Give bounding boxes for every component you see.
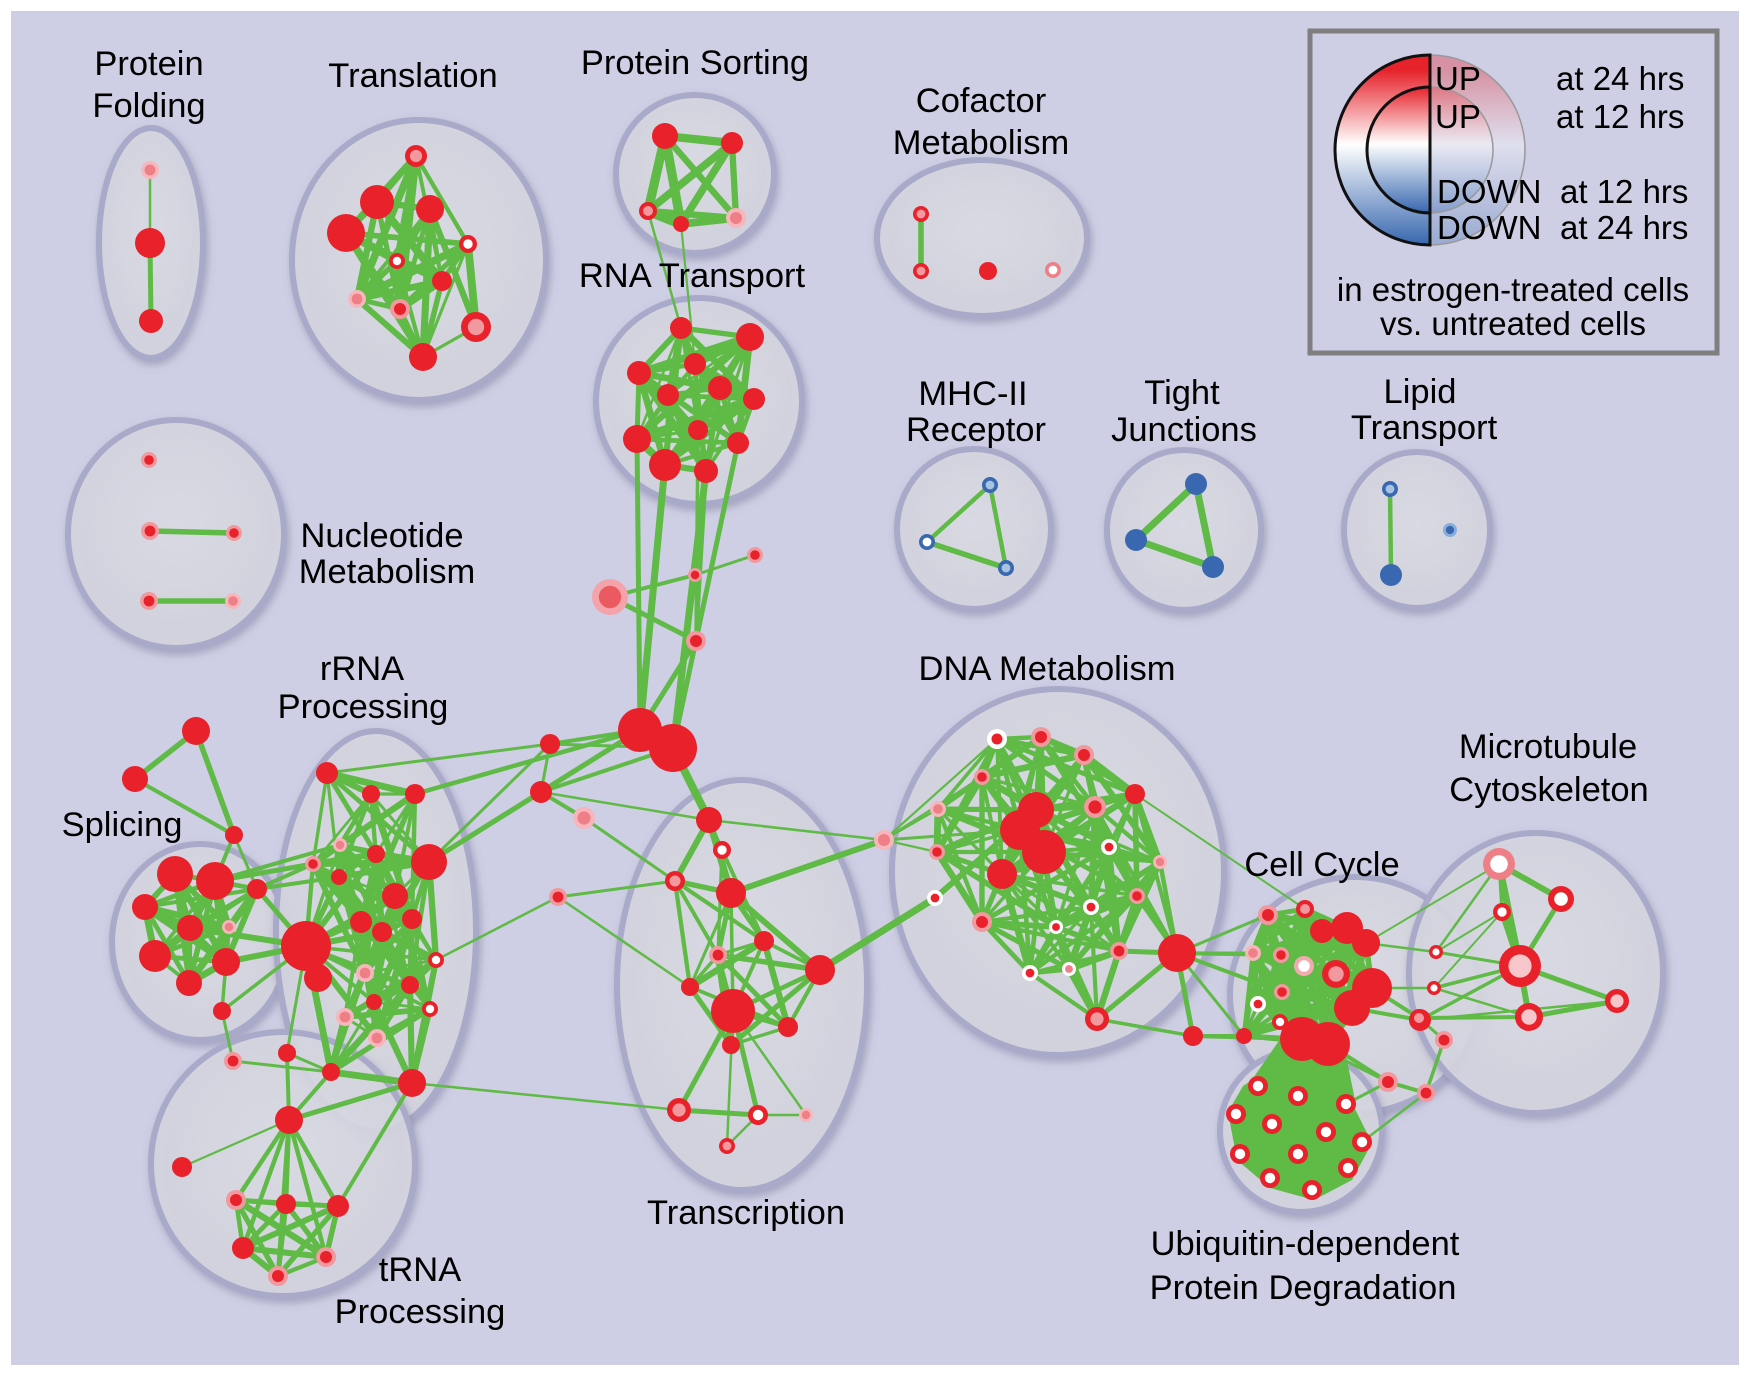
svg-text:DOWN: DOWN: [1437, 209, 1541, 246]
svg-text:UP: UP: [1435, 60, 1481, 97]
svg-text:vs. untreated cells: vs. untreated cells: [1380, 305, 1646, 342]
svg-text:Translation: Translation: [328, 57, 497, 95]
svg-text:rRNA: rRNA: [320, 650, 404, 688]
svg-text:Processing: Processing: [335, 1293, 506, 1331]
svg-text:Nucleotide: Nucleotide: [300, 517, 463, 555]
svg-text:Protein Sorting: Protein Sorting: [581, 44, 809, 82]
svg-text:UP: UP: [1435, 98, 1481, 135]
svg-text:Processing: Processing: [278, 688, 449, 726]
svg-text:Folding: Folding: [92, 87, 205, 125]
svg-text:Transcription: Transcription: [647, 1194, 845, 1232]
svg-text:tRNA: tRNA: [379, 1251, 461, 1289]
svg-text:Protein Degradation: Protein Degradation: [1150, 1269, 1457, 1307]
svg-text:DOWN: DOWN: [1437, 173, 1541, 210]
svg-text:Receptor: Receptor: [906, 411, 1046, 449]
svg-text:Junctions: Junctions: [1111, 411, 1257, 449]
svg-text:Transport: Transport: [1351, 409, 1498, 447]
svg-text:MHC-II: MHC-II: [918, 375, 1027, 413]
svg-text:DNA Metabolism: DNA Metabolism: [919, 650, 1176, 688]
svg-text:at 12 hrs: at 12 hrs: [1556, 98, 1684, 135]
svg-text:at 24 hrs: at 24 hrs: [1556, 60, 1684, 97]
svg-text:Protein: Protein: [94, 45, 203, 83]
svg-text:Cytoskeleton: Cytoskeleton: [1449, 771, 1648, 809]
svg-text:Metabolism: Metabolism: [299, 553, 475, 591]
svg-text:Tight: Tight: [1144, 374, 1220, 412]
svg-text:Cofactor: Cofactor: [916, 82, 1046, 120]
svg-text:at 24 hrs: at 24 hrs: [1560, 209, 1688, 246]
svg-text:Lipid: Lipid: [1384, 373, 1457, 411]
svg-text:Cell Cycle: Cell Cycle: [1244, 846, 1399, 884]
svg-text:Microtubule: Microtubule: [1459, 728, 1637, 766]
svg-text:Splicing: Splicing: [62, 806, 183, 844]
svg-text:RNA Transport: RNA Transport: [579, 257, 806, 295]
svg-text:in estrogen-treated cells: in estrogen-treated cells: [1337, 271, 1689, 308]
svg-text:Metabolism: Metabolism: [893, 124, 1069, 162]
svg-text:Ubiquitin-dependent: Ubiquitin-dependent: [1151, 1225, 1460, 1263]
svg-text:at 12 hrs: at 12 hrs: [1560, 173, 1688, 210]
